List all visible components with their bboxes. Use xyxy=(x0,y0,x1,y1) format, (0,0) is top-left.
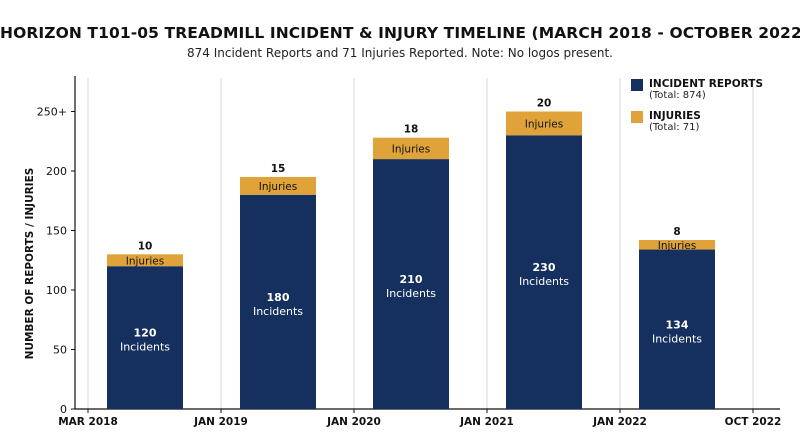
bar-incidents-2 xyxy=(373,159,449,409)
incidents-value-label-1: 180 xyxy=(267,291,290,304)
y-tick-label-0: 0 xyxy=(60,403,67,416)
y-tick-label-1: 50 xyxy=(53,344,67,357)
bar-incidents-0 xyxy=(107,266,183,409)
y-tick-label-3: 150 xyxy=(46,225,67,238)
incidents-sublabel-4: Incidents xyxy=(652,332,702,345)
chart-subtitle: 874 Incident Reports and 71 Injuries Rep… xyxy=(187,46,613,60)
legend: INCIDENT REPORTS (Total: 874) INJURIES (… xyxy=(631,78,763,142)
bar-incidents-4 xyxy=(639,249,715,409)
incidents-value-label-3: 230 xyxy=(533,261,556,274)
legend-label-incidents: INCIDENT REPORTS xyxy=(649,78,764,90)
incidents-sublabel-1: Incidents xyxy=(253,305,303,318)
injuries-value-label-2: 18 xyxy=(404,124,419,136)
legend-item-incidents: INCIDENT REPORTS (Total: 874) xyxy=(631,78,763,102)
bar-injuries-0 xyxy=(107,254,183,267)
incidents-value-label-4: 134 xyxy=(666,318,689,331)
bar-injuries-1 xyxy=(240,176,316,195)
bar-incidents-3 xyxy=(506,135,582,410)
injuries-value-label-0: 10 xyxy=(138,240,153,252)
bar-incidents-1 xyxy=(240,194,316,409)
legend-swatch-incidents xyxy=(631,79,643,91)
x-tick-label-2: JAN 2020 xyxy=(326,416,381,428)
y-axis-title: NUMBER OF REPORTS / INJURIES xyxy=(24,168,36,360)
legend-label-injuries: INJURIES xyxy=(649,110,701,122)
incidents-sublabel-0: Incidents xyxy=(120,341,170,354)
injuries-segment-label-3: Injuries xyxy=(525,118,564,130)
legend-swatch-injuries xyxy=(631,111,643,123)
legend-item-injuries: INJURIES (Total: 71) xyxy=(631,110,763,134)
injuries-segment-label-1: Injuries xyxy=(259,181,298,193)
y-tick-label-4: 200 xyxy=(46,165,67,178)
chart-title: HORIZON T101-05 TREADMILL INCIDENT & INJ… xyxy=(0,24,800,42)
injuries-value-label-3: 20 xyxy=(537,98,552,110)
bar-injuries-4 xyxy=(639,240,715,250)
y-tick-label-2: 100 xyxy=(46,284,67,297)
legend-total-incidents: (Total: 874) xyxy=(649,90,706,101)
injuries-value-label-4: 8 xyxy=(673,226,680,238)
incidents-sublabel-2: Incidents xyxy=(386,287,436,300)
x-tick-label-5: OCT 2022 xyxy=(725,416,782,428)
x-tick-label-3: JAN 2021 xyxy=(459,416,514,428)
injuries-segment-label-0: Injuries xyxy=(126,255,165,267)
bar-injuries-2 xyxy=(373,137,449,160)
incidents-value-label-0: 120 xyxy=(134,327,157,340)
legend-total-injuries: (Total: 71) xyxy=(649,122,700,133)
injuries-segment-label-4: Injuries xyxy=(658,240,697,252)
x-tick-label-1: JAN 2019 xyxy=(193,416,248,428)
incidents-sublabel-3: Incidents xyxy=(519,275,569,288)
injuries-value-label-1: 15 xyxy=(271,163,286,175)
x-tick-label-0: MAR 2018 xyxy=(58,416,118,428)
bar-injuries-3 xyxy=(506,111,582,136)
y-tick-label-5: 250+ xyxy=(37,106,67,119)
injuries-segment-label-2: Injuries xyxy=(392,143,431,155)
x-tick-label-4: JAN 2022 xyxy=(592,416,647,428)
incidents-value-label-2: 210 xyxy=(400,273,423,286)
